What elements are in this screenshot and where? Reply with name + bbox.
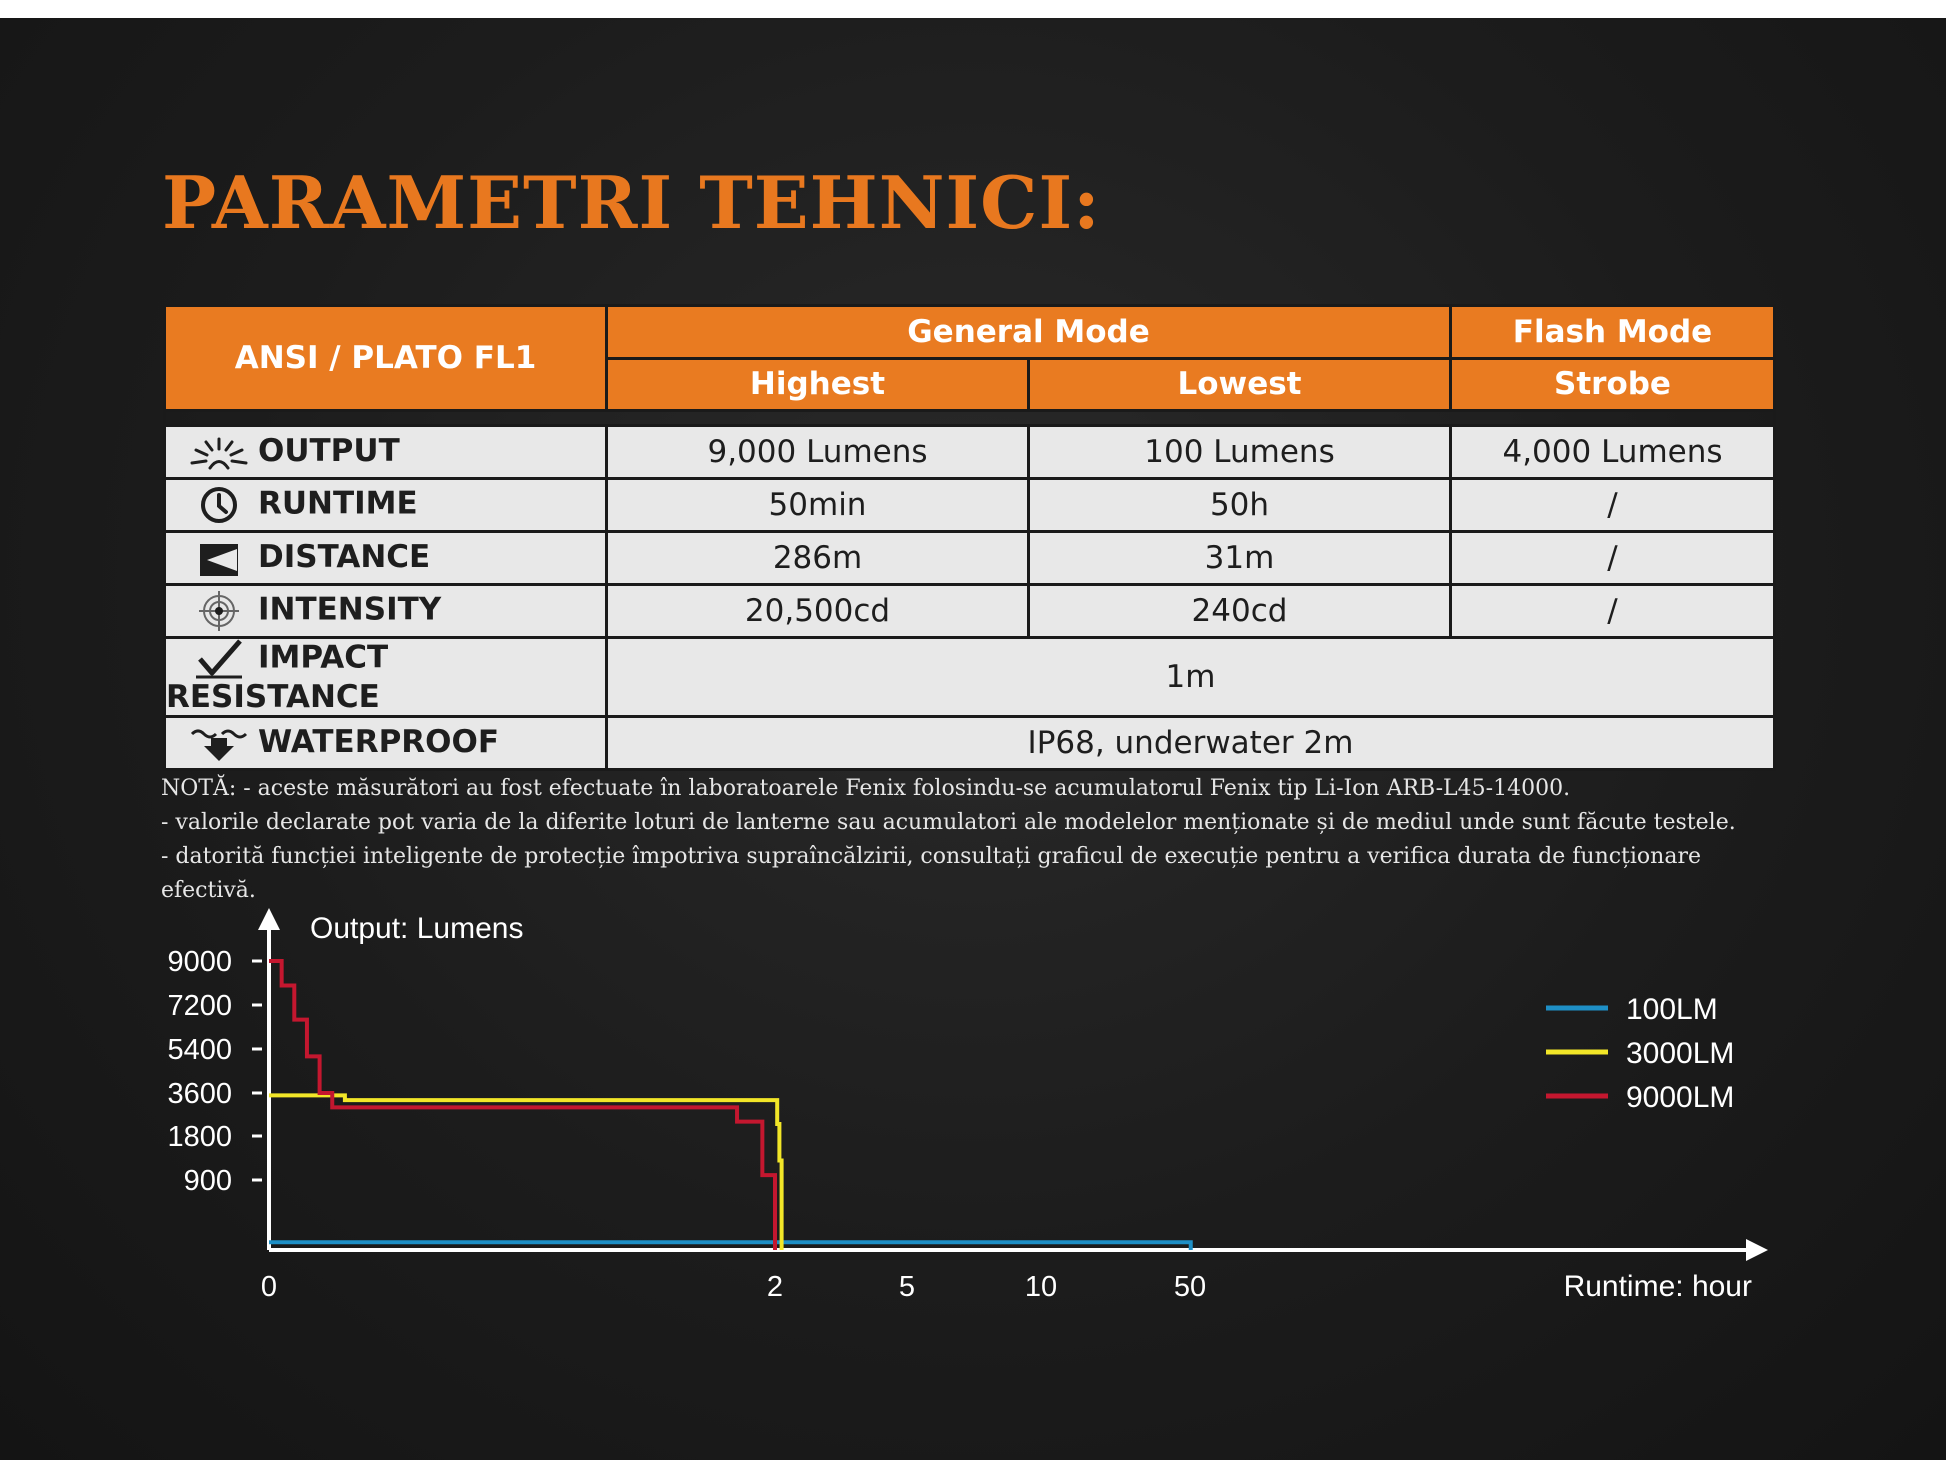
y-tick-label: 7200 (167, 990, 232, 1022)
series-line-100LM (269, 1240, 1193, 1250)
water-drop-icon (190, 725, 248, 763)
y-axis-label: Output: Lumens (310, 912, 523, 945)
cell-impact-value: 1m (605, 636, 1776, 718)
page-title: PARAMETRI TEHNICI: (162, 160, 1101, 245)
header-highest: Highest (605, 356, 1030, 412)
row-label: RUNTIME (258, 485, 418, 522)
table-row-waterproof: WATERPROOF IP68, underwater 2m (163, 715, 1776, 771)
row-label: WATERPROOF (258, 723, 500, 760)
cell-strobe: / (1449, 530, 1776, 586)
header-flash-mode: Flash Mode (1449, 304, 1776, 360)
note-line: - datorită funcției inteligente de prote… (161, 844, 1701, 869)
row-label: INTENSITY (258, 591, 442, 628)
row-label: DISTANCE (258, 539, 431, 576)
x-tick-label: 0 (261, 1271, 277, 1303)
notes: NOTĂ: - aceste măsurători au fost efectu… (161, 772, 1801, 908)
note-line: NOTĂ: - aceste măsurători au fost efectu… (161, 776, 1571, 801)
light-burst-icon (190, 434, 248, 471)
beam-distance-icon (190, 540, 248, 577)
cell-lowest: 31m (1027, 530, 1452, 586)
legend-label: 3000LM (1626, 1037, 1734, 1070)
cell-highest: 20,500cd (605, 583, 1030, 639)
note-line: efectivă. (161, 878, 256, 903)
row-label: IMPACT RESISTANCE (166, 639, 389, 716)
x-tick-label: 2 (767, 1271, 783, 1303)
cell-waterproof-value: IP68, underwater 2m (605, 715, 1776, 771)
x-axis-arrow (1746, 1239, 1768, 1261)
legend-label: 100LM (1626, 993, 1718, 1026)
spec-table: ANSI / PLATO FL1 General Mode Flash Mode… (163, 304, 1776, 771)
table-row-distance: DISTANCE 286m 31m / (163, 530, 1776, 586)
cell-lowest: 240cd (1027, 583, 1452, 639)
note-line: - valorile declarate pot varia de la dif… (161, 810, 1736, 835)
cell-lowest: 100 Lumens (1027, 424, 1452, 480)
header-ansi: ANSI / PLATO FL1 (163, 304, 608, 412)
y-tick-label: 3600 (167, 1078, 232, 1110)
y-tick-label: 900 (184, 1165, 232, 1197)
y-tick-label: 9000 (167, 946, 232, 978)
table-row-runtime: RUNTIME 50min 50h / (163, 477, 1776, 533)
y-tick-label: 1800 (167, 1121, 232, 1153)
header-general-mode: General Mode (605, 304, 1452, 360)
x-tick-label: 50 (1174, 1271, 1206, 1303)
table-row-output: OUTPUT 9,000 Lumens 100 Lumens 4,000 Lum… (163, 424, 1776, 480)
clock-icon (190, 485, 248, 525)
header-lowest: Lowest (1027, 356, 1452, 412)
top-white-strip (0, 0, 1946, 18)
table-row-impact: IMPACT RESISTANCE 1m (163, 636, 1776, 718)
cell-strobe: / (1449, 583, 1776, 639)
x-tick-label: 10 (1025, 1271, 1057, 1303)
row-label: OUTPUT (258, 433, 400, 470)
cell-lowest: 50h (1027, 477, 1452, 533)
x-tick-label: 5 (899, 1271, 915, 1303)
cell-highest: 50min (605, 477, 1030, 533)
legend-label: 9000LM (1626, 1081, 1734, 1114)
cell-highest: 9,000 Lumens (605, 424, 1030, 480)
header-strobe: Strobe (1449, 356, 1776, 412)
cell-strobe: / (1449, 477, 1776, 533)
y-axis-arrow (258, 908, 280, 930)
y-tick-label: 5400 (167, 1034, 232, 1066)
cell-highest: 286m (605, 530, 1030, 586)
table-row-intensity: INTENSITY 20,500cd 240cd / (163, 583, 1776, 639)
series-line-3000LM (269, 1093, 784, 1250)
series-line-9000LM (269, 959, 777, 1250)
cell-strobe: 4,000 Lumens (1449, 424, 1776, 480)
impact-check-icon (190, 639, 248, 679)
x-axis-label: Runtime: hour (1564, 1270, 1752, 1303)
target-icon (190, 590, 248, 632)
